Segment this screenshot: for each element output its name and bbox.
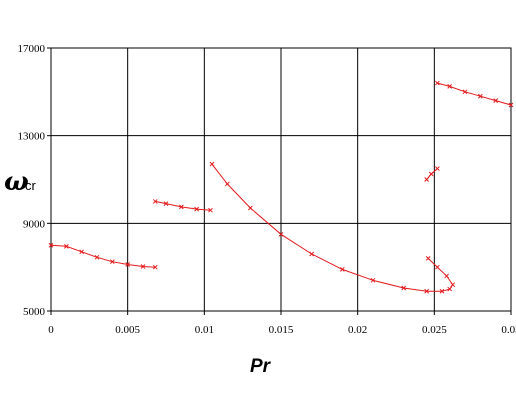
- data-point: [48, 242, 54, 248]
- data-point: [424, 177, 430, 182]
- series-2: [152, 199, 213, 213]
- data-point: [439, 288, 445, 294]
- data-point: [178, 204, 184, 210]
- series-3: [209, 161, 456, 294]
- x-tick-label: 0.025: [422, 324, 447, 336]
- y-tick-label: 13000: [18, 131, 46, 143]
- x-tick-label: 0: [48, 324, 54, 336]
- data-point: [208, 207, 213, 213]
- data-point: [462, 89, 468, 95]
- data-point: [444, 273, 449, 279]
- y-tick-labels: 5000 9000 13000 17000: [18, 43, 46, 318]
- data-point: [339, 267, 345, 272]
- data-point: [94, 254, 100, 260]
- data-point: [424, 288, 430, 294]
- data-point: [447, 84, 453, 89]
- x-tick-label: 0.02: [348, 324, 367, 336]
- series-line: [50, 244, 156, 268]
- data-point: [140, 264, 146, 269]
- x-axis-label: Pr: [250, 356, 272, 377]
- plot-frame: [50, 47, 512, 312]
- data-point: [152, 264, 158, 270]
- data-point: [435, 264, 440, 270]
- data-point: [435, 166, 440, 171]
- series-1: [48, 242, 158, 270]
- data-point: [447, 286, 453, 292]
- data-point: [508, 102, 514, 108]
- data-point: [278, 231, 284, 237]
- data-point: [209, 161, 215, 167]
- data-point: [435, 80, 440, 86]
- data-point: [425, 256, 431, 261]
- x-tick-label: 0.005: [115, 324, 140, 336]
- data-point: [163, 201, 169, 206]
- x-tick-label: 0.03: [501, 324, 516, 336]
- x-tick-label: 0.015: [269, 324, 294, 336]
- data-point: [493, 98, 499, 103]
- y-axis-label-main: ω: [4, 167, 29, 197]
- data-point: [152, 199, 158, 204]
- data-point: [309, 251, 315, 257]
- y-axis-label-sub: cr: [25, 178, 37, 193]
- data-point: [79, 249, 85, 255]
- data-point: [428, 171, 434, 177]
- data-point: [224, 181, 230, 187]
- y-axis-label: ω cr: [4, 167, 37, 197]
- data-point: [63, 243, 69, 249]
- series-5: [435, 80, 514, 108]
- data-point: [450, 282, 456, 288]
- data-point: [370, 277, 376, 283]
- y-tick-label: 9000: [23, 218, 46, 230]
- data-point: [125, 262, 131, 267]
- series-4: [424, 166, 440, 182]
- series-line: [211, 163, 454, 292]
- data-point: [194, 206, 200, 212]
- y-tick-label: 17000: [18, 43, 46, 55]
- series-layer: [48, 80, 514, 294]
- grid: [47, 47, 512, 315]
- x-tick-label: 0.01: [195, 324, 214, 336]
- x-tick-labels: 0 0.005 0.01 0.015 0.02 0.025 0.03: [48, 324, 516, 336]
- data-point: [477, 93, 483, 99]
- data-point: [401, 285, 407, 291]
- data-point: [109, 259, 115, 265]
- y-tick-label: 5000: [23, 306, 46, 318]
- data-point: [247, 205, 253, 211]
- series-line: [437, 82, 512, 106]
